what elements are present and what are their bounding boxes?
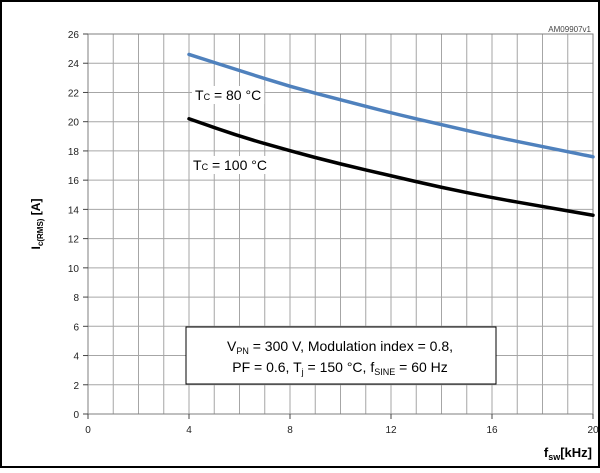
y-tick-label: 18 bbox=[68, 147, 80, 158]
series-label-background-tc80 bbox=[192, 86, 265, 104]
series-line-tc100 bbox=[187, 117, 595, 217]
x-tick-label: 16 bbox=[486, 425, 498, 436]
series-label-tc100: TC = 100 °C bbox=[193, 157, 267, 173]
y-tick-label: 22 bbox=[68, 88, 80, 99]
y-tick-label: 20 bbox=[68, 118, 80, 129]
series-line-tc80 bbox=[187, 52, 595, 159]
conditions-line-2: PF = 0.6, Tj = 150 °C, fSINE = 60 Hz bbox=[232, 359, 448, 377]
x-tick-label: 12 bbox=[385, 425, 397, 436]
x-axis-label: fsw[kHz] bbox=[544, 445, 592, 462]
conditions-box bbox=[185, 326, 497, 385]
y-axis-label: Ic(RMS) [A] bbox=[29, 199, 45, 250]
series-layer bbox=[187, 52, 595, 217]
figure-id: AM09907v1 bbox=[548, 25, 591, 34]
y-tick-label: 8 bbox=[73, 293, 79, 304]
y-tick-label: 6 bbox=[73, 322, 79, 333]
series-label-tc80: TC = 80 °C bbox=[195, 87, 261, 103]
y-tick-label: 14 bbox=[68, 205, 80, 216]
series-label-background-tc100 bbox=[190, 156, 270, 174]
x-tick-label: 0 bbox=[85, 425, 91, 436]
y-tick-label: 26 bbox=[68, 30, 80, 41]
x-tick-label: 20 bbox=[587, 425, 599, 436]
y-tick-label: 0 bbox=[73, 410, 79, 421]
y-tick-label: 2 bbox=[73, 381, 79, 392]
y-tick-label: 16 bbox=[68, 176, 80, 187]
y-tick-label: 4 bbox=[73, 352, 79, 363]
x-tick-label: 8 bbox=[287, 425, 293, 436]
y-tick-label: 10 bbox=[68, 264, 80, 275]
y-tick-label: 12 bbox=[68, 235, 80, 246]
plot-area bbox=[87, 33, 594, 415]
conditions-line-1: VPN = 300 V, Modulation index = 0.8, bbox=[227, 338, 453, 356]
y-tick-label: 24 bbox=[68, 59, 80, 70]
x-tick-label: 4 bbox=[186, 425, 192, 436]
